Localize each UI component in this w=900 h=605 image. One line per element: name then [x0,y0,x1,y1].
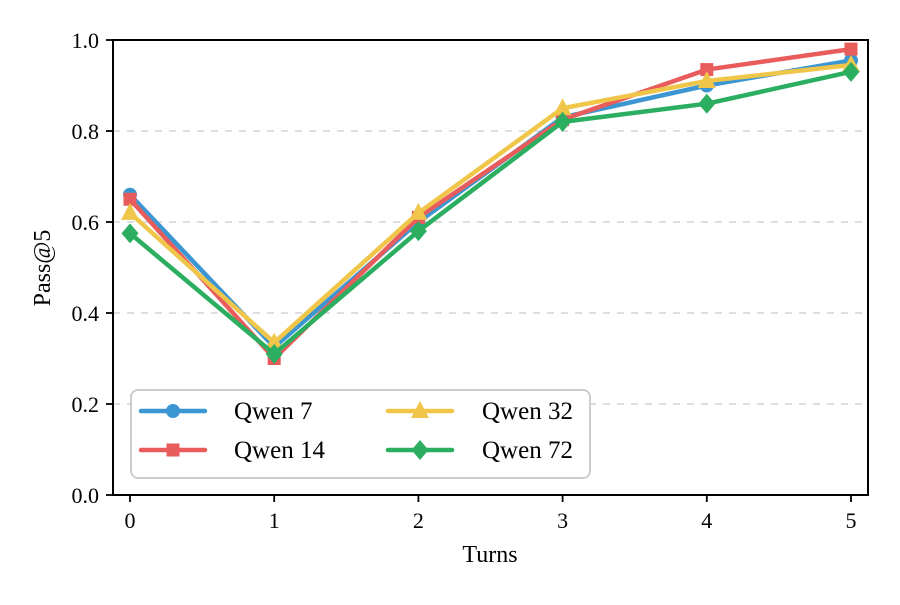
tick-layer: 0.0 0.2 0.4 0.6 0.8 1.0 0 1 2 3 4 5 [72,28,857,533]
x-tick-label: 4 [701,508,712,533]
diamond-marker [409,221,427,242]
triangle-marker [121,202,139,220]
legend-entry-qwen-32: Qwen 32 [385,398,573,425]
diamond-marker [842,61,860,82]
legend-label: Qwen 7 [234,398,312,425]
triangle-marker [409,202,428,220]
triangle-marker [553,98,572,116]
plot-frame [112,39,869,496]
diamond-marker [554,111,572,132]
y-tick-label: 0.8 [72,119,100,144]
series-qwen-7 [123,53,858,355]
series-line-qwen-32 [127,62,854,345]
series-qwen-72 [121,61,860,364]
y-tick-label: 1.0 [72,28,100,53]
legend-box [130,389,591,479]
y-tick-label: 0.2 [72,392,100,417]
triangle-marker [411,401,429,418]
triangle-marker [265,332,284,350]
legend-label: Qwen 32 [482,398,573,425]
square-marker [166,443,180,457]
y-tick-label: 0.6 [72,210,100,235]
series-line-qwen-7 [127,58,854,350]
diamond-marker [411,440,429,460]
x-tick-label: 5 [846,508,857,533]
series-qwen-14 [123,42,858,365]
y-tick-label: 0.0 [72,483,100,508]
x-axis-label: Turns [462,542,517,568]
diamond-marker [121,223,139,244]
legend: Qwen 7 Qwen 14 Qwen 32 Qwen 72 [130,389,591,479]
x-tick-label: 0 [125,508,136,533]
y-axis-label: Pass@5 [30,230,56,307]
series-line-qwen-72 [127,69,854,357]
y-tick-label: 0.4 [72,301,100,326]
legend-label: Qwen 14 [234,437,325,464]
legend-entry-qwen-72: Qwen 72 [385,437,573,464]
series-qwen-32 [121,55,860,350]
square-marker [844,42,858,56]
legend-entry-qwen-7: Qwen 7 [138,398,312,425]
diamond-marker [698,93,716,114]
circle-marker [166,404,180,418]
frame-layer [112,39,869,496]
x-tick-label: 3 [557,508,568,533]
x-tick-label: 2 [413,508,424,533]
triangle-marker [697,70,716,88]
legend-entry-qwen-14: Qwen 14 [138,437,325,464]
square-marker [123,192,137,206]
square-marker [700,63,714,77]
x-tick-label: 1 [269,508,280,533]
diamond-marker [265,343,283,364]
legend-label: Qwen 72 [482,437,573,464]
series-layer [121,42,860,365]
